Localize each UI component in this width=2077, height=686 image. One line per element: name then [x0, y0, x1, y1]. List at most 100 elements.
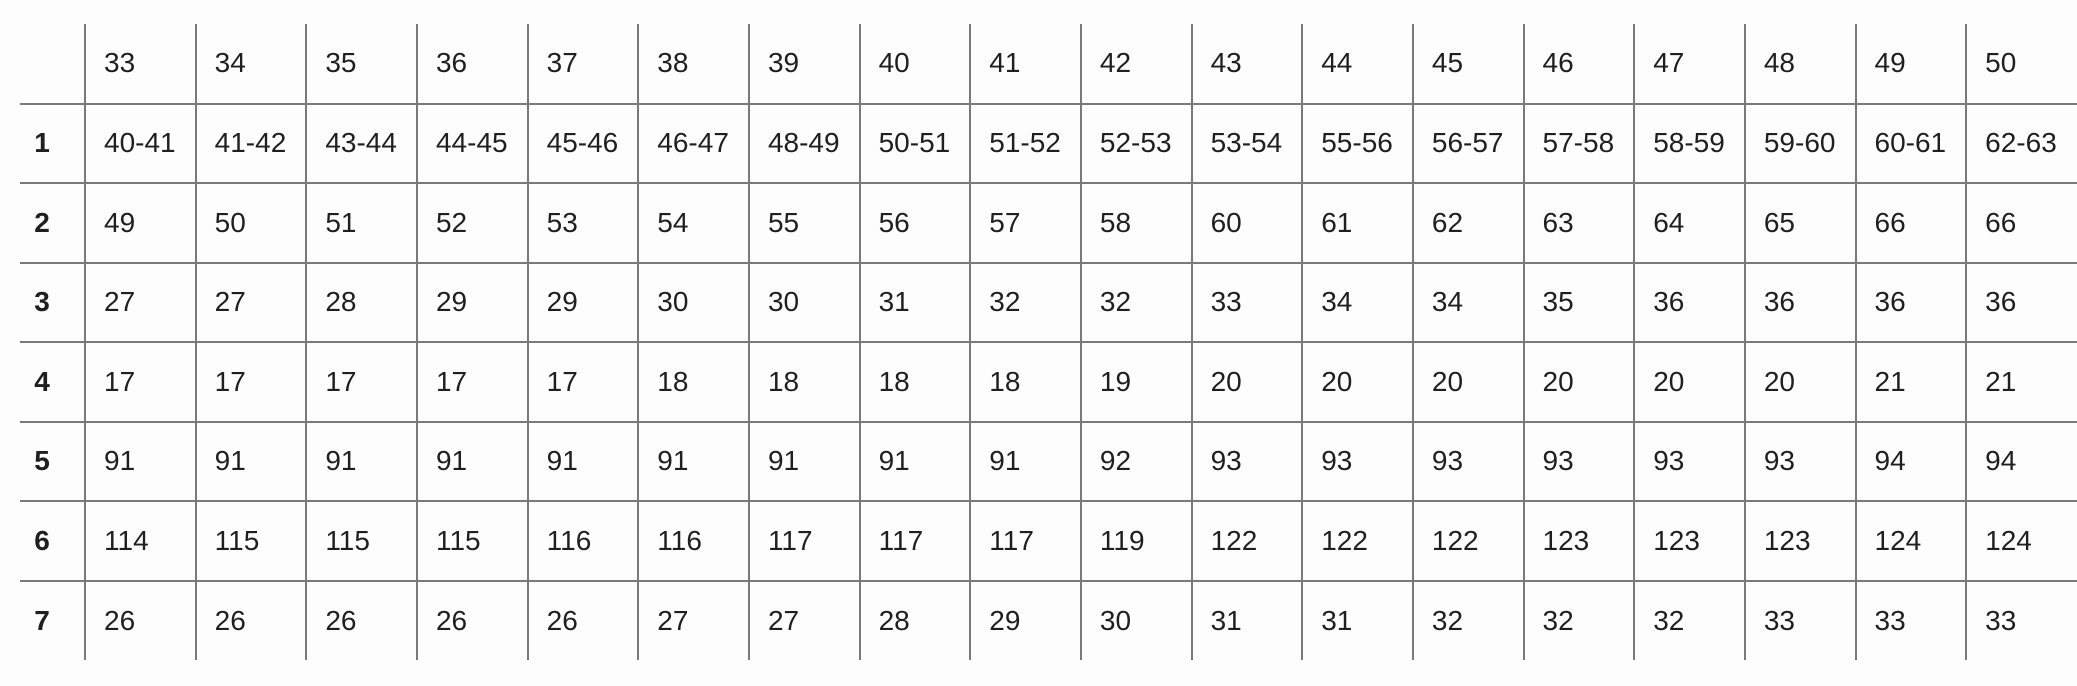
column-header-cell: 33 [84, 24, 196, 104]
data-cell: 28 [305, 261, 417, 342]
data-cell: 91 [526, 420, 639, 501]
data-cell: 56 [858, 182, 971, 263]
data-cell: 116 [637, 500, 749, 581]
data-cell: 17 [194, 341, 307, 422]
data-cell: 31 [1301, 579, 1413, 660]
data-cell: 32 [969, 261, 1081, 342]
data-cell: 66 [1965, 182, 2077, 263]
table-header: 33 34 35 36 37 38 39 40 41 42 43 44 45 46 47 48 49 50 [0, 24, 2077, 104]
data-cell: 18 [858, 341, 971, 422]
data-table: 33 34 35 36 37 38 39 40 41 42 43 44 45 46 47 48 49 50 1 40… [0, 24, 2077, 660]
data-cell: 40-41 [84, 102, 196, 183]
data-cell: 19 [1079, 341, 1192, 422]
data-cell: 32 [1411, 579, 1524, 660]
table-row: 2 49 50 51 52 53 54 55 56 57 58 60 61 62 63 64 65 66 66 [0, 182, 2077, 263]
data-cell: 62 [1411, 182, 1524, 263]
column-header-cell: 44 [1301, 24, 1413, 104]
data-cell: 17 [305, 341, 417, 422]
data-cell: 36 [1965, 261, 2077, 342]
table-row: 4 17 17 17 17 17 18 18 18 18 19 20 20 20 20 20 20 21 21 [0, 341, 2077, 422]
data-cell: 51 [305, 182, 417, 263]
data-cell: 18 [969, 341, 1081, 422]
data-cell: 91 [84, 420, 196, 501]
data-cell: 93 [1301, 420, 1413, 501]
data-cell: 114 [84, 500, 196, 581]
table-row: 1 40-41 41-42 43-44 44-45 45-46 46-47 48-49 50-5… [0, 102, 2077, 183]
data-cell: 52-53 [1079, 102, 1192, 183]
data-cell: 93 [1633, 420, 1745, 501]
data-cell: 50 [194, 182, 307, 263]
data-cell: 21 [1965, 341, 2077, 422]
data-cell: 44-45 [415, 102, 528, 183]
data-cell: 92 [1079, 420, 1192, 501]
data-cell: 65 [1743, 182, 1856, 263]
data-cell: 31 [858, 261, 971, 342]
data-cell: 53-54 [1190, 102, 1303, 183]
data-cell: 123 [1633, 500, 1745, 581]
data-cell: 119 [1079, 500, 1192, 581]
data-cell: 61 [1301, 182, 1413, 263]
data-cell: 122 [1190, 500, 1303, 581]
data-cell: 29 [969, 579, 1081, 660]
data-cell: 36 [1854, 261, 1967, 342]
data-cell: 117 [858, 500, 971, 581]
data-cell: 43-44 [305, 102, 417, 183]
table-body: 1 40-41 41-42 43-44 44-45 45-46 46-47 48-49 50-5… [0, 102, 2077, 660]
data-cell: 20 [1633, 341, 1745, 422]
data-cell: 91 [747, 420, 860, 501]
data-cell: 46-47 [637, 102, 749, 183]
data-cell: 91 [969, 420, 1081, 501]
data-cell: 57 [969, 182, 1081, 263]
data-cell: 20 [1743, 341, 1856, 422]
data-cell: 60 [1190, 182, 1303, 263]
data-cell: 36 [1633, 261, 1745, 342]
data-cell: 57-58 [1522, 102, 1635, 183]
data-cell: 34 [1301, 261, 1413, 342]
data-cell: 30 [747, 261, 860, 342]
data-cell: 27 [747, 579, 860, 660]
data-cell: 91 [194, 420, 307, 501]
data-cell: 49 [84, 182, 196, 263]
table-row: 5 91 91 91 91 91 91 91 91 91 92 93 93 93 93 93 93 94 94 [0, 420, 2077, 501]
data-cell: 64 [1633, 182, 1745, 263]
data-cell: 94 [1965, 420, 2077, 501]
data-table-container: 33 34 35 36 37 38 39 40 41 42 43 44 45 46 47 48 49 50 1 40… [0, 24, 2077, 660]
data-cell: 91 [305, 420, 417, 501]
table-row: 7 26 26 26 26 26 27 27 28 29 30 31 31 32 32 32 33 33 33 [0, 579, 2077, 660]
data-cell: 51-52 [969, 102, 1081, 183]
column-header-cell: 47 [1633, 24, 1745, 104]
data-cell: 56-57 [1411, 102, 1524, 183]
column-header-cell: 46 [1522, 24, 1635, 104]
data-cell: 26 [526, 579, 639, 660]
data-cell: 122 [1411, 500, 1524, 581]
data-cell: 30 [637, 261, 749, 342]
column-header-cell: 38 [637, 24, 749, 104]
data-cell: 94 [1854, 420, 1967, 501]
data-cell: 30 [1079, 579, 1192, 660]
data-cell: 26 [415, 579, 528, 660]
column-header-cell: 36 [415, 24, 528, 104]
data-cell: 91 [858, 420, 971, 501]
data-cell: 55 [747, 182, 860, 263]
data-cell: 26 [194, 579, 307, 660]
data-cell: 93 [1522, 420, 1635, 501]
table-row: 3 27 27 28 29 29 30 30 31 32 32 33 34 34 35 36 36 36 36 [0, 261, 2077, 342]
data-cell: 20 [1190, 341, 1303, 422]
data-cell: 33 [1190, 261, 1303, 342]
data-cell: 50-51 [858, 102, 971, 183]
column-header-cell: 49 [1854, 24, 1967, 104]
data-cell: 60-61 [1854, 102, 1967, 183]
data-cell: 45-46 [526, 102, 639, 183]
data-cell: 32 [1079, 261, 1192, 342]
column-header-cell: 37 [526, 24, 639, 104]
data-cell: 41-42 [194, 102, 307, 183]
data-cell: 48-49 [747, 102, 860, 183]
column-header-cell: 40 [858, 24, 971, 104]
column-header-cell: 50 [1965, 24, 2077, 104]
data-cell: 91 [637, 420, 749, 501]
column-header-cell: 48 [1743, 24, 1856, 104]
data-cell: 115 [194, 500, 307, 581]
data-cell: 91 [415, 420, 528, 501]
data-cell: 20 [1411, 341, 1524, 422]
column-header-cell: 35 [305, 24, 417, 104]
